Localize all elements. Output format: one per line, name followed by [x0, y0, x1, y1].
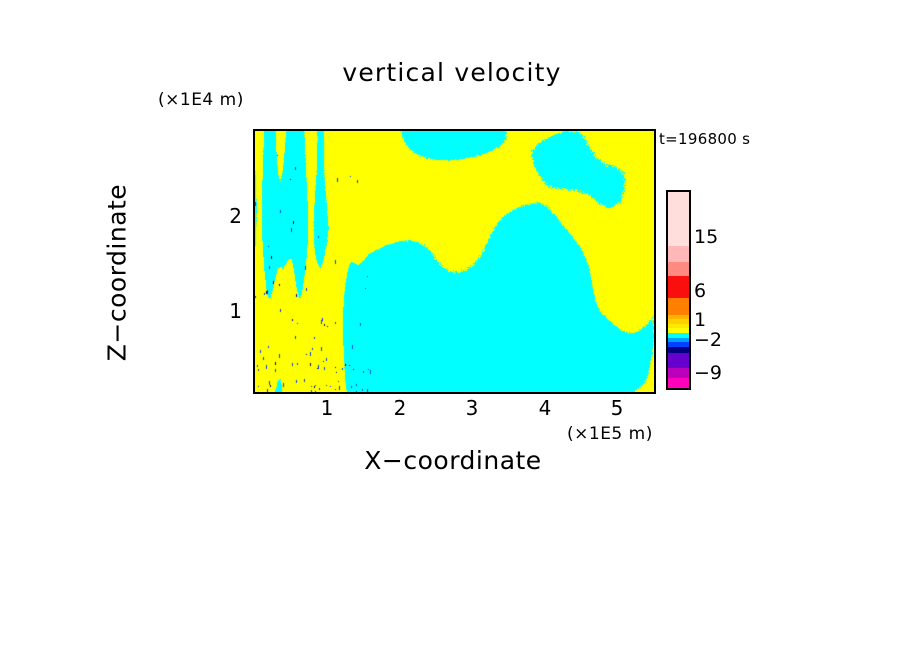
x-tick-top-major	[617, 129, 619, 131]
x-tick-label: 2	[393, 396, 407, 420]
colorbar-band	[668, 368, 689, 378]
colorbar-band	[668, 298, 689, 315]
x-tick-top-major	[472, 129, 474, 131]
x-tick-major	[327, 392, 329, 394]
y-tick-label: 2	[229, 204, 242, 228]
colorbar-label: −9	[694, 362, 723, 384]
colorbar-band	[668, 262, 689, 276]
y-tick-major	[253, 312, 255, 314]
y-axis-title: Z−coordinate	[102, 183, 132, 362]
colorbar-band	[668, 192, 689, 246]
x-tick-top-major	[400, 129, 402, 131]
y-tick-major	[253, 217, 255, 219]
timestamp-label: t=196800 s	[659, 130, 751, 148]
y-tick-label: 1	[229, 299, 242, 323]
y-axis-unit-label: (×1E4 m)	[158, 90, 244, 110]
x-tick-label: 5	[610, 396, 624, 420]
colorbar-label: −2	[694, 329, 723, 351]
x-tick-label: 3	[465, 396, 479, 420]
colorbar-band	[668, 342, 689, 347]
x-tick-label: 1	[320, 396, 334, 420]
x-axis-unit-label: (×1E5 m)	[567, 424, 653, 444]
y-tick-right-major	[654, 217, 656, 219]
x-tick-top-major	[545, 129, 547, 131]
y-tick-right-major	[654, 312, 656, 314]
colorbar-band	[668, 378, 689, 388]
x-axis-title: X−coordinate	[364, 446, 542, 475]
colorbar-band	[668, 328, 689, 333]
x-tick-major	[400, 392, 402, 394]
colorbar-label: 1	[694, 309, 707, 331]
colorbar-band	[668, 315, 689, 319]
colorbar-band	[668, 333, 689, 338]
page-title: vertical velocity	[342, 58, 562, 87]
colorbar-band	[668, 338, 689, 342]
plot-area	[253, 129, 656, 394]
colorbar-label: 6	[694, 280, 707, 302]
x-tick-label: 4	[538, 396, 552, 420]
colorbar-band	[668, 319, 689, 324]
colorbar-band	[668, 324, 689, 328]
colorbar	[666, 190, 691, 390]
colorbar-label: 15	[694, 226, 719, 248]
colorbar-band	[668, 347, 689, 353]
x-tick-major	[545, 392, 547, 394]
x-tick-major	[617, 392, 619, 394]
colorbar-band	[668, 246, 689, 262]
x-tick-major	[472, 392, 474, 394]
colorbar-band	[668, 276, 689, 298]
colorbar-band	[668, 353, 689, 368]
x-tick-top-major	[327, 129, 329, 131]
contour-field	[255, 131, 654, 392]
